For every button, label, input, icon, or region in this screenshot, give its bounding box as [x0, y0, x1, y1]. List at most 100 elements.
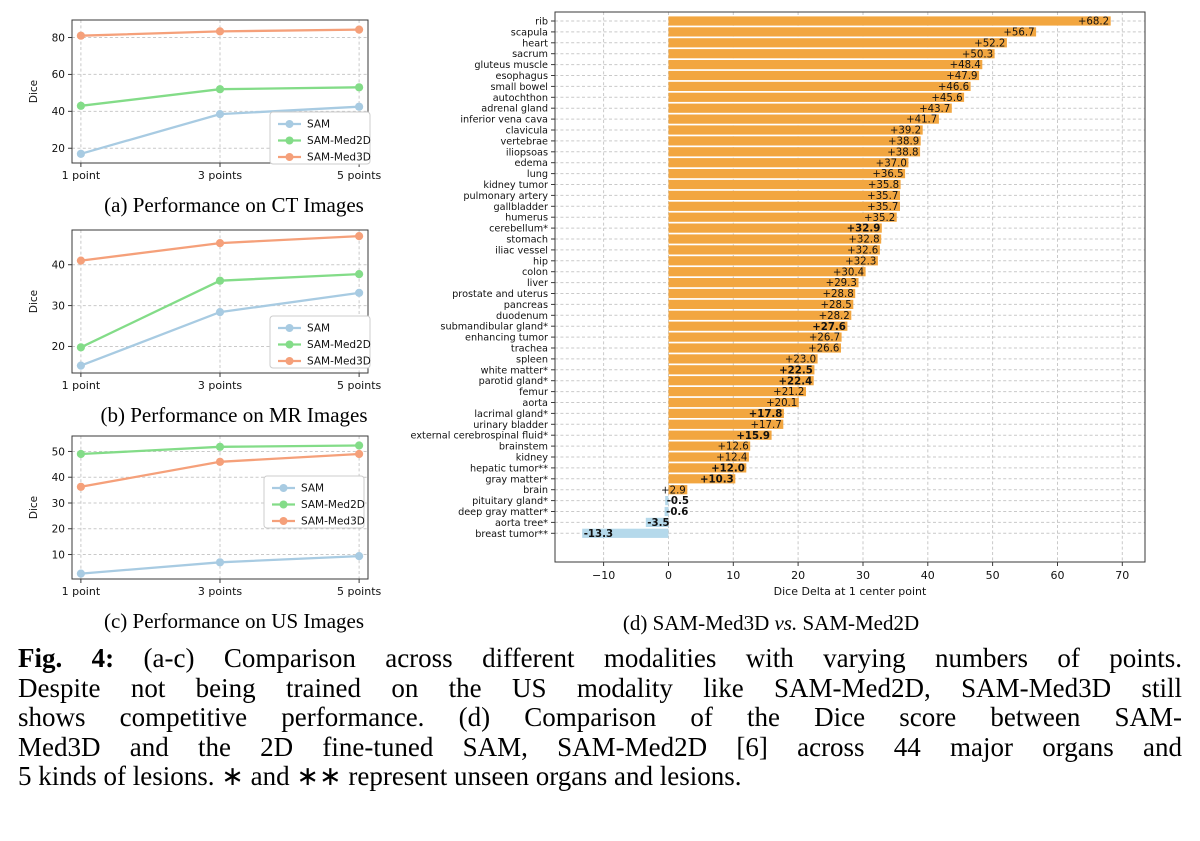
bar-row: brainstem +12.6	[499, 441, 751, 453]
bar-value: +50.3	[962, 49, 993, 60]
bar-row: cerebellum* +32.9	[489, 223, 882, 235]
legend-marker	[285, 120, 294, 128]
bar	[668, 38, 1007, 48]
bar	[668, 212, 897, 222]
ct-chart-caption: (a) Performance on CT Images	[104, 193, 364, 217]
legend-label: SAM	[307, 119, 330, 131]
x-tick-label: 5 points	[337, 169, 382, 182]
bar	[668, 190, 900, 200]
legend-label: SAM	[307, 323, 330, 335]
bar-label: brain	[523, 485, 548, 496]
bar-value: +39.2	[890, 126, 921, 137]
data-point	[76, 343, 85, 352]
series-SAM-Med3D	[76, 232, 364, 265]
bar-row: iliac vessel +32.6	[495, 245, 880, 257]
bar	[668, 365, 815, 375]
bar-row: autochthon +45.6	[493, 92, 965, 104]
bar-label: cerebellum*	[489, 224, 548, 235]
data-point	[215, 27, 225, 36]
x-tick-label: 30	[856, 569, 870, 582]
bar-label: lacrimal gland*	[474, 409, 548, 420]
legend-marker	[285, 324, 294, 332]
bar-value: +26.6	[808, 344, 839, 355]
series-SAM-Med2D	[76, 83, 364, 110]
bar-row: colon +30.4	[522, 267, 866, 278]
ct-line-chart: 20 40 60 80 1 point 3 points 5 points Dice SAM SA…	[24, 8, 444, 218]
bar	[668, 256, 878, 266]
bar-label: kidney	[516, 453, 549, 464]
series-SAM-Med2D	[76, 441, 364, 459]
caption-line: Fig. 4: (a-c) Comparison across differen…	[18, 643, 1182, 674]
legend-marker	[285, 136, 294, 145]
bar	[668, 158, 909, 168]
bar-row: kidney tumor +35.8	[483, 179, 901, 191]
bar-label: hepatic tumor**	[470, 463, 548, 474]
bar-value: +46.6	[938, 82, 969, 93]
x-tick-label: 70	[1115, 569, 1129, 582]
series-SAM-Med3D	[76, 25, 364, 40]
bar-row: brain +2.9	[523, 485, 688, 496]
y-tick-label: 20	[52, 341, 65, 353]
bar-value: +35.8	[868, 180, 899, 191]
bar-value: +38.9	[888, 137, 919, 148]
bar-value: +48.4	[950, 60, 981, 71]
bar-value: +23.0	[785, 355, 816, 366]
data-point	[355, 441, 364, 450]
bar-label: iliopsoas	[506, 147, 548, 158]
bar	[668, 321, 848, 331]
bar	[582, 528, 669, 538]
bar-label: aorta tree*	[495, 518, 548, 529]
bar-value: +43.7	[919, 104, 950, 115]
bar-label: duodenum	[496, 311, 548, 322]
bar-label: inferior vena cava	[460, 115, 548, 126]
bar	[668, 354, 818, 364]
bar-row: sacrum +50.3	[512, 49, 995, 60]
bar-row: gray matter* +10.3	[485, 474, 736, 485]
bar-value: +10.3	[700, 474, 734, 485]
bar-label: kidney tumor	[483, 180, 548, 191]
caption-line: 5 kinds of lesions. ∗ and ∗∗ represent u…	[18, 761, 742, 791]
bar-value: +27.6	[812, 322, 846, 333]
legend-label: SAM-Med3D	[307, 152, 371, 164]
bar-row: stomach +32.8	[506, 234, 882, 246]
data-point	[215, 442, 225, 451]
bar-value: +32.6	[847, 246, 878, 257]
bar-value: +35.2	[864, 213, 895, 224]
y-tick-label: 10	[52, 549, 65, 561]
bar	[668, 201, 900, 211]
bar-row: hip +32.3	[533, 256, 878, 267]
bar	[665, 496, 669, 506]
y-tick-label: 60	[52, 69, 65, 81]
bar-value: +36.5	[872, 169, 903, 180]
caption-line: shows competitive performance. (d) Compa…	[18, 702, 1182, 732]
bar-value: +68.2	[1078, 17, 1109, 28]
bar-row: trachea +26.6	[511, 343, 841, 355]
bar	[668, 288, 856, 299]
bar	[668, 103, 952, 113]
bar	[668, 419, 784, 429]
bar-row: submandibular gland* +27.6	[440, 321, 848, 333]
bar-label: breast tumor**	[475, 529, 548, 540]
dice-delta-caption: (d) SAM-Med3D vs. SAM-Med2D	[380, 611, 1162, 636]
bar-value: +12.0	[711, 464, 745, 475]
bar-label: autochthon	[493, 93, 548, 104]
bar-value: +28.2	[819, 311, 850, 322]
bar-value: +47.9	[946, 71, 977, 82]
caption-line: Med3D and the 2D fine-tuned SAM, SAM-Med…	[18, 731, 1182, 762]
bar-value: +17.8	[749, 409, 783, 420]
data-point	[355, 102, 364, 111]
bar-label: pituitary gland*	[472, 496, 548, 507]
bar-label: gray matter*	[485, 474, 548, 485]
data-point	[355, 449, 364, 459]
bar-row: lung +36.5	[527, 169, 906, 180]
x-tick-label: 1 point	[62, 169, 101, 182]
bar-label: rib	[535, 17, 548, 28]
bar	[668, 332, 842, 342]
bar-label: adrenal gland	[481, 104, 548, 115]
data-point	[76, 482, 85, 491]
us-chart-plot: 10 20 30 40 50 1 point 3 points 5 points Dice SAM…	[28, 435, 382, 598]
series-SAM	[76, 102, 364, 158]
bar-value: +15.9	[736, 431, 770, 442]
bar-value: +28.5	[820, 300, 851, 311]
y-tick-label: 40	[52, 472, 65, 484]
